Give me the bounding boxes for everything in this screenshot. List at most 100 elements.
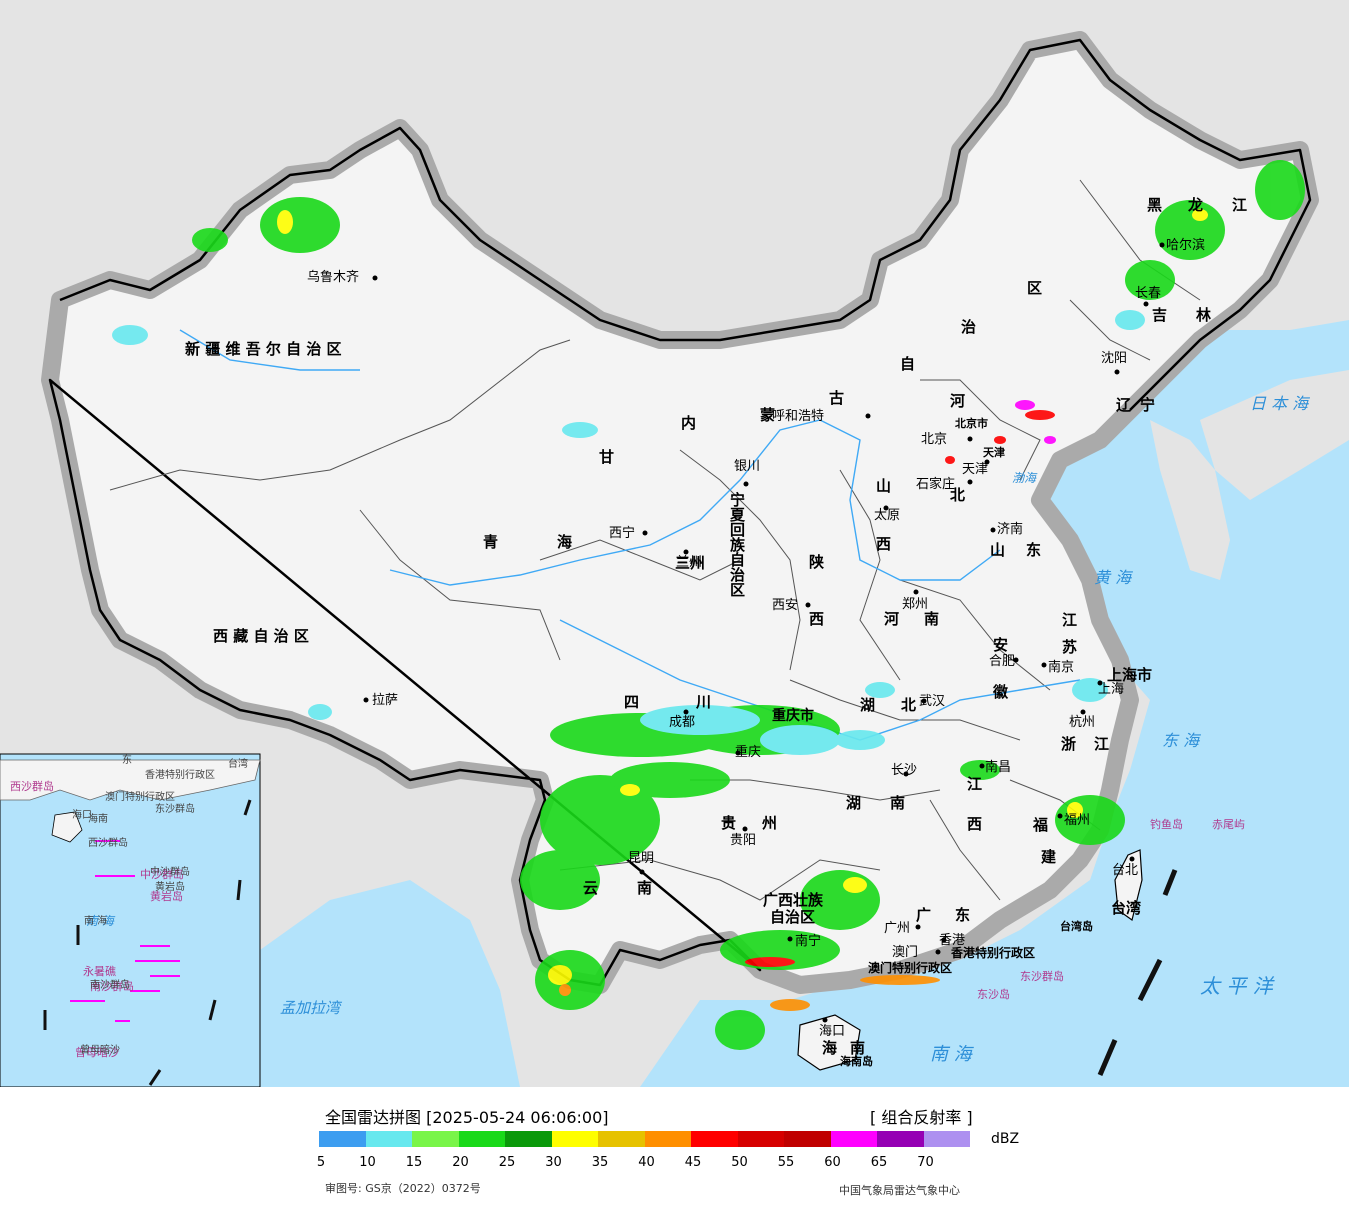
city-marker-15[interactable] <box>805 602 811 608</box>
city-marker-32[interactable] <box>941 937 947 943</box>
region-label-21: 西 <box>876 535 891 553</box>
city-marker-22[interactable] <box>735 750 741 756</box>
city-marker-8[interactable] <box>1114 369 1120 375</box>
inset-label-8: 黄岩岛 <box>155 880 185 893</box>
radar-map[interactable]: 新 疆 维 吾 尔 自 治 区西 藏 自 治 区青海甘内蒙古自治区黑龙江吉林辽宁… <box>0 0 1349 1087</box>
city-marker-0[interactable] <box>372 275 378 281</box>
legend-swatch-2 <box>412 1131 459 1147</box>
taiwan-island[interactable] <box>1114 849 1143 922</box>
legend-tick-12: 65 <box>870 1155 888 1170</box>
region-label-44: 江 <box>967 775 982 793</box>
city-marker-23[interactable] <box>742 826 748 832</box>
region-label-9: 治 <box>961 318 976 336</box>
city-label-29: 南宁 <box>795 933 821 949</box>
inset-label-3: 海南 <box>88 812 108 825</box>
city-marker-19[interactable] <box>1080 709 1086 715</box>
city-marker-25[interactable] <box>903 771 909 777</box>
city-marker-9[interactable] <box>967 436 973 442</box>
city-label-19: 杭州 <box>1069 715 1095 730</box>
city-marker-2[interactable] <box>642 530 648 536</box>
map-title: 全国雷达拼图 [2025-05-24 06:06:00] <box>325 1108 609 1127</box>
product-label: [ 组合反射率 ] <box>870 1108 973 1127</box>
island-label-3: 东沙岛 <box>977 987 1010 1001</box>
legend-tick-2: 15 <box>405 1155 423 1170</box>
city-marker-26[interactable] <box>979 763 985 769</box>
city-marker-4[interactable] <box>743 481 749 487</box>
legend-tick-7: 40 <box>638 1155 655 1170</box>
region-label-34: 北 <box>901 696 916 714</box>
region-label-42: 湖 <box>846 794 861 812</box>
legend-tick-11: 60 <box>824 1155 841 1170</box>
inset-label-1: 澳门特别行政区 <box>105 790 175 803</box>
city-label-5: 呼和浩特 <box>772 409 824 424</box>
region-label-1: 西 藏 自 治 区 <box>213 627 309 645</box>
city-marker-21[interactable] <box>683 709 689 715</box>
city-marker-28[interactable] <box>1129 856 1135 862</box>
city-marker-29[interactable] <box>787 936 793 942</box>
region-label-13: 江 <box>1232 196 1247 214</box>
region-label-30: 苏 <box>1062 638 1077 656</box>
region-label-52: 广 <box>916 906 931 924</box>
inset-label-0: 香港特别行政区 <box>145 768 215 781</box>
city-marker-24[interactable] <box>639 869 645 875</box>
city-label-22: 重庆 <box>735 744 761 760</box>
city-label-27: 福州 <box>1064 813 1090 828</box>
city-marker-17[interactable] <box>1041 662 1047 668</box>
city-marker-33[interactable] <box>822 1017 828 1023</box>
city-marker-16[interactable] <box>1013 657 1019 663</box>
city-label-2: 西宁 <box>609 525 635 541</box>
city-marker-7[interactable] <box>1143 301 1149 307</box>
city-marker-30[interactable] <box>915 924 921 930</box>
region-label-59: 香港特别行政区 <box>950 945 1035 960</box>
radar-echoes <box>112 160 1305 1050</box>
region-label-19: 北 <box>950 486 965 504</box>
city-marker-10[interactable] <box>984 459 990 465</box>
legend-tick-10: 55 <box>777 1155 795 1170</box>
legend-tick-1: 10 <box>359 1155 376 1170</box>
city-label-26: 南昌 <box>985 759 1011 775</box>
region-label-17: 宁 <box>1140 396 1155 414</box>
legend-swatch-3 <box>458 1131 505 1147</box>
city-marker-5[interactable] <box>865 413 871 419</box>
hainan-island[interactable] <box>797 1014 861 1071</box>
water-label-7: 南 海 <box>86 914 116 928</box>
city-label-0: 乌鲁木齐 <box>307 269 359 285</box>
city-label-9: 北京 <box>921 432 947 447</box>
unit-label: dBZ <box>991 1131 1020 1147</box>
city-marker-3[interactable] <box>683 549 689 555</box>
city-marker-31[interactable] <box>935 949 941 955</box>
inset-label-11: 南 海 <box>84 914 107 927</box>
island-label-9: 永暑礁 <box>83 964 116 978</box>
legend-swatch-12 <box>877 1131 924 1147</box>
city-marker-20[interactable] <box>921 698 927 704</box>
city-marker-18[interactable] <box>1097 680 1103 686</box>
legend-swatch-9 <box>737 1131 784 1147</box>
city-marker-1[interactable] <box>363 697 369 703</box>
city-label-17: 南京 <box>1048 659 1074 675</box>
water-label-0: 日 本 海 <box>1250 394 1310 413</box>
legend-swatch-7 <box>644 1131 691 1147</box>
inset-label-5: 东沙群岛 <box>155 802 195 815</box>
island-label-5: 中沙群岛 <box>140 867 184 881</box>
city-label-18: 上海 <box>1098 682 1124 697</box>
water-label-5: 南 海 <box>930 1044 975 1065</box>
sea-area <box>640 320 1349 1087</box>
city-marker-13[interactable] <box>990 527 996 533</box>
bay-of-bengal <box>260 880 520 1087</box>
city-label-4: 银川 <box>734 459 760 474</box>
south-china-sea-inset[interactable] <box>0 753 261 1087</box>
city-marker-14[interactable] <box>913 589 919 595</box>
city-marker-6[interactable] <box>1159 242 1165 248</box>
region-label-24: 宁夏回族自治区 <box>728 491 746 597</box>
legend-swatch-1 <box>365 1131 412 1147</box>
island-label-6: 黄岩岛 <box>150 889 183 903</box>
legend-footer <box>0 1087 1349 1208</box>
region-label-60: 澳门特别行政区 <box>868 960 952 975</box>
city-marker-11[interactable] <box>967 479 973 485</box>
province-boundaries <box>109 179 1201 901</box>
city-marker-27[interactable] <box>1057 813 1063 819</box>
city-marker-12[interactable] <box>883 505 889 511</box>
nine-dash-line <box>1097 869 1178 1076</box>
island-label-7: 南沙群岛 <box>90 979 134 993</box>
legend-tick-8: 45 <box>684 1155 702 1170</box>
